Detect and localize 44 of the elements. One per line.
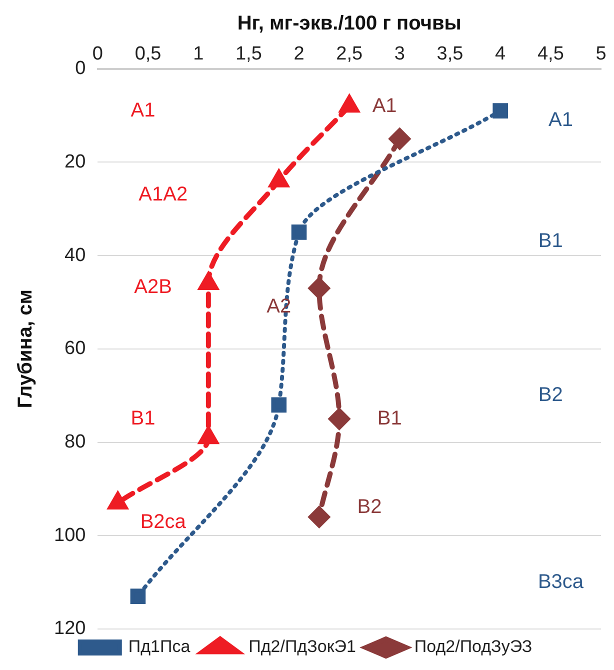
annotation: B2	[538, 384, 563, 406]
x-tick-label: 1,5	[235, 44, 262, 65]
y-tick-label: 40	[64, 244, 86, 266]
point	[291, 224, 307, 240]
annotation: A1	[130, 99, 156, 122]
y-tick-label: 60	[64, 338, 86, 360]
point	[308, 278, 330, 299]
x-tick-label: 2,5	[336, 44, 363, 65]
point	[389, 128, 410, 150]
x-tick-label: 5	[596, 44, 606, 65]
annotation: B1	[377, 407, 402, 430]
annotation: A2B	[134, 276, 172, 298]
y-tick-label: 100	[54, 524, 86, 546]
legend-label: Под2/ПодЗуЭЗ	[414, 637, 532, 656]
point	[130, 588, 146, 604]
x-tick-label: 0,5	[134, 44, 162, 65]
y-tick-label: 0	[75, 58, 86, 80]
x-tick-label: 2	[294, 44, 304, 65]
annotation: B2ca	[140, 511, 187, 534]
annotation: B3ca	[538, 571, 584, 594]
point	[328, 408, 350, 430]
annotation: B1	[130, 407, 156, 430]
annotation: B2	[357, 496, 382, 518]
x-tick-label: 1	[193, 44, 204, 65]
y-tick-label: 120	[54, 618, 86, 640]
annotation: A1A2	[138, 183, 188, 206]
annotation: A1	[372, 94, 397, 117]
point	[492, 103, 508, 118]
x-tick-label: 4	[495, 44, 506, 65]
point	[271, 397, 287, 413]
y-tick-label: 80	[64, 432, 86, 452]
legend-label: Пд1Пса	[128, 637, 191, 656]
annotation: B1	[538, 230, 563, 252]
x-tick-label: 4,5	[537, 44, 564, 65]
annotation: A2	[266, 295, 292, 318]
x-tick-label: 0	[92, 44, 103, 65]
legend-label: Пд2/ПдЗокЭ1	[248, 637, 356, 656]
y-axis-title: Глубина, см	[14, 290, 37, 408]
point	[308, 506, 330, 528]
x-axis-title: Нг, мг-экв./100 г почвы	[237, 12, 462, 35]
annotation: A1	[548, 108, 573, 131]
x-tick-label: 3,5	[436, 44, 464, 65]
x-tick-label: 3	[394, 44, 405, 65]
y-tick-label: 20	[64, 151, 86, 172]
